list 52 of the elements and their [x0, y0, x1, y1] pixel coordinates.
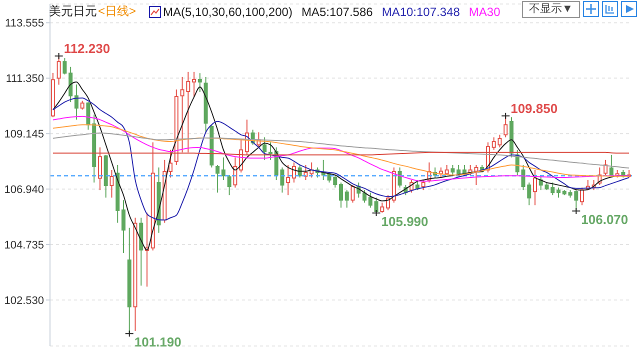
y-tick-label: 109.145: [4, 128, 44, 141]
annotation: 不显示▼: [522, 1, 580, 18]
candlestick: [62, 58, 67, 75]
annotation: 101.190: [134, 334, 182, 350]
candlestick: [86, 102, 90, 130]
chart-subtitle: <日线>: [98, 3, 136, 20]
candlestick: [333, 174, 338, 188]
candlestick: [198, 72, 202, 93]
y-tick-label: 111.350: [6, 73, 44, 86]
annotation: 106.070: [581, 212, 628, 227]
candlestick: [344, 190, 349, 208]
candlestick: [350, 184, 355, 204]
candlestick: [339, 182, 343, 208]
annotation: MA(5,10,30,60,100,200): [163, 4, 292, 18]
y-tick-label: 106.940: [4, 184, 44, 196]
candlestick: [233, 156, 238, 188]
y-tick-label: 113.555: [5, 18, 44, 30]
candlestick: [74, 84, 78, 120]
text: MA10:107.348: [382, 4, 460, 18]
candlestick: [398, 166, 402, 188]
annotation: 112.230: [64, 41, 110, 56]
candlestick: [216, 164, 220, 194]
candlestick: [368, 192, 372, 208]
candlestick: [262, 136, 267, 160]
candlestick: [68, 66, 73, 103]
candlestick: [580, 187, 584, 206]
candlestick: [421, 180, 426, 191]
candlestick: [110, 169, 114, 198]
candlestick: [362, 190, 367, 204]
candlestick: [286, 164, 290, 196]
annotation: 105.990: [381, 214, 428, 229]
candlestick: [380, 202, 384, 214]
chart-title: 美元日元: [49, 3, 97, 20]
y-tick-label: 104.735: [4, 239, 44, 252]
candlestick: [98, 146, 102, 191]
candlestick: [438, 166, 443, 178]
candlestick: [533, 169, 537, 206]
candlestick: [168, 149, 173, 178]
candlestick: [527, 182, 532, 206]
text: MA30: [468, 4, 500, 18]
annotation: 109.850: [510, 100, 558, 116]
candlestick: [556, 187, 561, 198]
candlestick: [192, 71, 196, 98]
candlestick: [292, 162, 296, 184]
candlestick: [450, 164, 455, 176]
text: MA5:107.586: [301, 4, 373, 18]
candlestick: [221, 156, 226, 181]
y-tick-label: 102.530: [4, 294, 44, 307]
candlestick: [227, 174, 232, 196]
candlestick: [386, 194, 390, 211]
candlestick: [121, 200, 126, 254]
candlestick: [268, 142, 272, 160]
